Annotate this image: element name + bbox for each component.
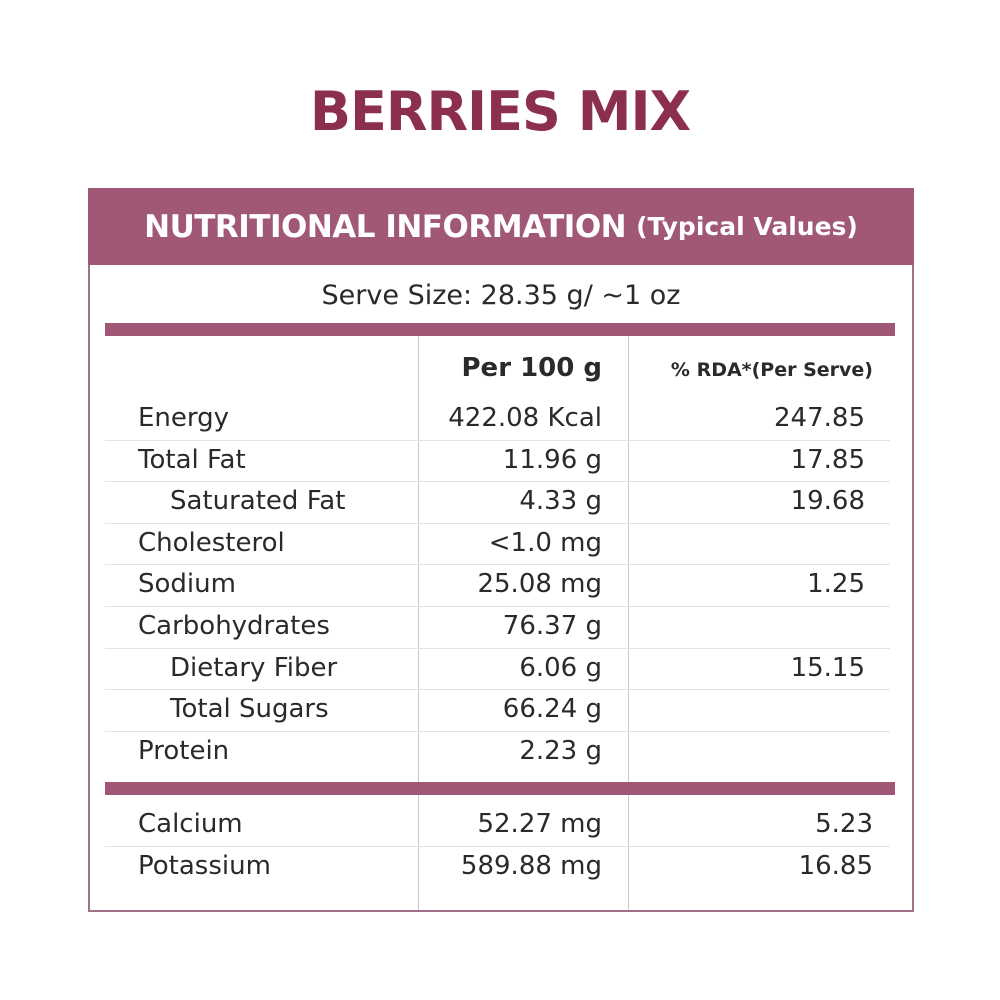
per-100g: <1.0 mg bbox=[488, 527, 602, 558]
per-100g: 25.08 mg bbox=[477, 569, 602, 600]
rda-value: 19.68 bbox=[790, 486, 865, 517]
rda-value: 5.23 bbox=[815, 809, 873, 840]
rda-value: 247.85 bbox=[774, 403, 865, 433]
nutrient-name: Total Fat bbox=[138, 444, 246, 475]
serve-size: Serve Size: 28.35 g/ ~1 oz bbox=[321, 280, 681, 311]
header-band: NUTRITIONAL INFORMATION (Typical Values) bbox=[88, 188, 914, 265]
nutrient-name: Total Sugars bbox=[170, 694, 329, 725]
per-100g: 589.88 mg bbox=[460, 851, 602, 881]
nutrient-name: Dietary Fiber bbox=[170, 652, 338, 683]
per-100g: 422.08 Kcal bbox=[448, 403, 602, 433]
divider-bar bbox=[105, 323, 895, 336]
row-line bbox=[105, 564, 890, 566]
column-line bbox=[628, 336, 629, 910]
rda-value: 17.85 bbox=[790, 444, 865, 475]
rda-value: 1.25 bbox=[807, 569, 865, 600]
column-line bbox=[418, 336, 419, 910]
nutrient-name: Cholesterol bbox=[138, 527, 285, 558]
row-line bbox=[105, 846, 890, 847]
header-title: NUTRITIONAL INFORMATION bbox=[144, 208, 627, 245]
row-line bbox=[105, 522, 890, 524]
nutrient-name: Potassium bbox=[138, 851, 271, 881]
nutrient-name: Energy bbox=[138, 403, 230, 433]
nutrient-name: Sodium bbox=[138, 569, 236, 600]
column-header: % RDA*(Per Serve) bbox=[670, 359, 873, 381]
nutrient-name: Saturated Fat bbox=[170, 486, 346, 517]
rda-value: 15.15 bbox=[790, 652, 865, 683]
per-100g: 4.33 g bbox=[519, 486, 602, 517]
row-line bbox=[105, 439, 890, 441]
nutrient-name: Carbohydrates bbox=[138, 611, 330, 641]
per-100g: 52.27 mg bbox=[477, 809, 602, 840]
header-subtitle: (Typical Values) bbox=[636, 212, 858, 241]
per-100g: 66.24 g bbox=[502, 694, 602, 725]
column-header: Per 100 g bbox=[461, 353, 603, 383]
divider-bar bbox=[105, 782, 895, 796]
row-line bbox=[105, 689, 890, 691]
per-100g: 11.96 g bbox=[502, 444, 602, 475]
per-100g: 2.23 g bbox=[519, 735, 602, 766]
row-line bbox=[105, 647, 890, 649]
per-100g: 76.37 g bbox=[502, 611, 602, 641]
nutrient-name: Calcium bbox=[138, 809, 243, 840]
row-line bbox=[105, 606, 890, 607]
per-100g: 6.06 g bbox=[519, 652, 602, 683]
product-title: BERRIES MIX bbox=[309, 80, 691, 143]
row-line bbox=[105, 730, 890, 732]
nutrient-name: Protein bbox=[138, 735, 230, 766]
row-line bbox=[105, 481, 890, 483]
rda-value: 16.85 bbox=[798, 851, 873, 881]
